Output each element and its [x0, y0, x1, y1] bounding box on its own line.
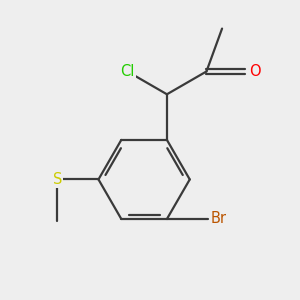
Text: S: S [53, 172, 62, 187]
Text: Cl: Cl [120, 64, 135, 79]
Text: O: O [249, 64, 260, 79]
Text: Br: Br [211, 212, 227, 226]
